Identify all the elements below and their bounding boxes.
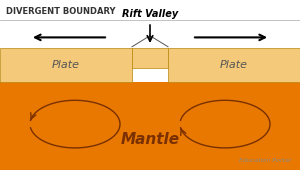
Text: Plate: Plate xyxy=(52,60,80,70)
Polygon shape xyxy=(132,36,168,47)
Text: Rift Valley: Rift Valley xyxy=(122,9,178,19)
FancyBboxPatch shape xyxy=(0,48,132,82)
Text: Mantle: Mantle xyxy=(120,132,180,147)
FancyBboxPatch shape xyxy=(168,48,300,82)
Text: DIVERGENT BOUNDARY: DIVERGENT BOUNDARY xyxy=(6,7,116,15)
Text: Education Portal: Education Portal xyxy=(239,158,291,163)
Text: Plate: Plate xyxy=(220,60,248,70)
FancyBboxPatch shape xyxy=(0,0,300,48)
FancyBboxPatch shape xyxy=(0,82,300,170)
FancyBboxPatch shape xyxy=(132,48,168,68)
FancyBboxPatch shape xyxy=(0,0,300,20)
